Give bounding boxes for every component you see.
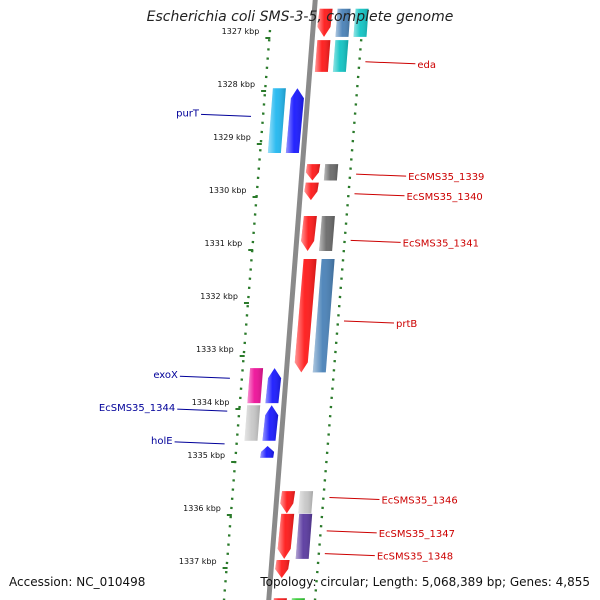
gene-block-shading <box>335 8 351 37</box>
kbp-tick-label: 1330 kbp <box>209 186 247 195</box>
gene-label[interactable]: EcSMS35_1340 <box>406 192 482 203</box>
gene-block-shading <box>317 8 333 37</box>
topology-summary: Topology: circular; Length: 5,068,389 bp… <box>260 575 590 589</box>
kbp-tick-label: 1334 kbp <box>192 398 230 407</box>
gene-block-shading <box>312 259 335 373</box>
gene-label-group: eda purT EcSMS35_1339 EcSMS35_1340 EcSMS35_1… <box>99 60 485 563</box>
gene-label[interactable]: EcSMS35_1347 <box>379 529 455 540</box>
gene-block-shading <box>262 405 279 441</box>
kbp-tick-label: 1327 kbp <box>222 27 260 36</box>
gene-leader-line <box>343 320 395 324</box>
gene-leader-line <box>201 113 252 117</box>
kbp-tick-label: 1335 kbp <box>187 451 225 460</box>
gene-label[interactable]: EcSMS35_1346 <box>381 495 457 506</box>
right-ruler-track <box>313 29 364 600</box>
gene-block-shading <box>332 40 349 72</box>
gene-block-shading <box>298 491 314 514</box>
gene-block-shading <box>294 259 317 373</box>
gene-block-shading <box>319 216 335 251</box>
gene-block-shading <box>305 164 321 181</box>
gene-block-shading <box>323 164 339 181</box>
gene-block-shading <box>295 513 313 559</box>
gene-label[interactable]: EcSMS35_1344 <box>99 403 175 414</box>
gene-block-shading <box>265 368 282 404</box>
kbp-tick-label: 1337 kbp <box>179 557 217 566</box>
gene-block-shading <box>304 182 319 201</box>
kbp-tick-label: 1331 kbp <box>205 239 243 248</box>
gene-label[interactable]: purT <box>176 108 200 119</box>
kbp-tick-label: 1332 kbp <box>200 292 238 301</box>
gene-leader-line <box>356 173 407 177</box>
gene-block-shading <box>314 40 331 72</box>
gene-label[interactable]: holE <box>151 436 173 447</box>
kbp-tick-group: 1327 kbp 1328 kbp 1329 kbp 1330 kbp 1331 kbp… <box>179 27 271 569</box>
gene-label[interactable]: EcSMS35_1348 <box>377 552 453 563</box>
kbp-tick-label: 1329 kbp <box>213 133 251 142</box>
gene-leader-line <box>365 61 416 65</box>
gene-block-shading <box>247 368 264 404</box>
gene-block-shading <box>260 446 275 458</box>
gene-leader-line <box>324 553 375 557</box>
gene-leader-line <box>179 375 230 379</box>
gene-block-group <box>244 8 369 600</box>
accession-text: Accession: NC_010498 <box>9 575 146 589</box>
gene-leader-line <box>174 441 225 445</box>
gene-block-shading <box>244 405 261 441</box>
gene-block-shading <box>301 216 317 251</box>
gene-leader-line <box>329 496 380 500</box>
gene-leader-line <box>177 408 228 412</box>
gene-label[interactable]: EcSMS35_1339 <box>408 172 484 183</box>
gene-block-shading <box>280 491 296 514</box>
gene-block-shading <box>275 560 290 578</box>
gene-label[interactable]: EcSMS35_1341 <box>403 238 479 249</box>
gene-block-shading <box>277 513 295 559</box>
gene-leader-line <box>326 530 377 534</box>
gene-leader-line <box>350 239 401 243</box>
genome-backbone <box>266 0 318 600</box>
gene-block-shading <box>285 88 304 153</box>
kbp-tick-label: 1333 kbp <box>196 345 234 354</box>
gene-block-shading <box>353 8 369 37</box>
kbp-tick-label: 1336 kbp <box>183 504 221 513</box>
gene-label[interactable]: eda <box>417 60 436 71</box>
gene-leader-line <box>354 193 405 197</box>
gene-block-shading <box>267 88 286 153</box>
left-ruler-track <box>222 29 272 600</box>
kbp-tick-label: 1328 kbp <box>217 80 255 89</box>
map-title: Escherichia coli SMS-3-5, complete genom… <box>146 9 454 25</box>
gene-label[interactable]: exoX <box>153 370 178 381</box>
gene-label[interactable]: prtB <box>396 319 417 330</box>
